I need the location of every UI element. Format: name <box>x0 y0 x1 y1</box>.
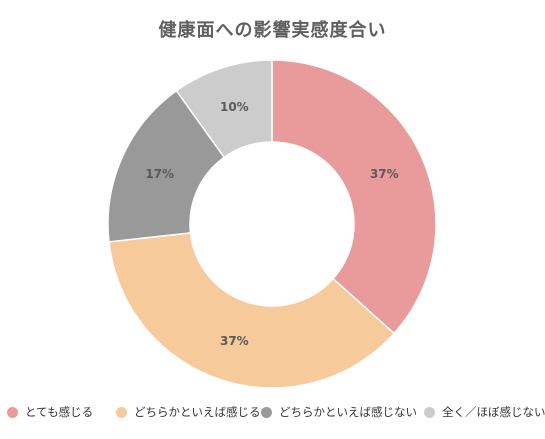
legend-item[interactable]: とても感じる <box>7 402 93 422</box>
donut-slice <box>108 232 396 389</box>
chart-title: 健康面への影響実感度合い <box>158 20 387 41</box>
slice-label: 37% <box>220 334 249 348</box>
donut-slice <box>107 89 226 243</box>
legend-item[interactable]: どちらかといえば感じる <box>116 402 261 422</box>
slice-label: 17% <box>145 167 174 181</box>
slice-label: 37% <box>370 167 399 181</box>
legend-swatch <box>7 406 18 418</box>
legend-label: 全く／ほぼ感じない <box>442 405 545 419</box>
donut-slice <box>271 59 437 335</box>
legend-swatch <box>116 406 127 418</box>
legend-item[interactable]: 全く／ほぼ感じない <box>424 402 545 422</box>
slice-label: 10% <box>220 100 249 114</box>
donut-chart: 37% 37% 17% 10% <box>107 59 437 389</box>
legend-label: とても感じる <box>25 405 94 419</box>
legend-swatch <box>261 406 272 418</box>
legend-item[interactable]: どちらかといえば感じない <box>261 402 417 422</box>
chart-legend: とても感じる どちらかといえば感じる どちらかといえば感じない 全く／ほぼ感じな… <box>0 402 545 422</box>
legend-swatch <box>424 406 435 418</box>
legend-label: どちらかといえば感じない <box>279 405 417 419</box>
legend-label: どちらかといえば感じる <box>134 405 261 419</box>
donut-slice <box>175 59 273 159</box>
